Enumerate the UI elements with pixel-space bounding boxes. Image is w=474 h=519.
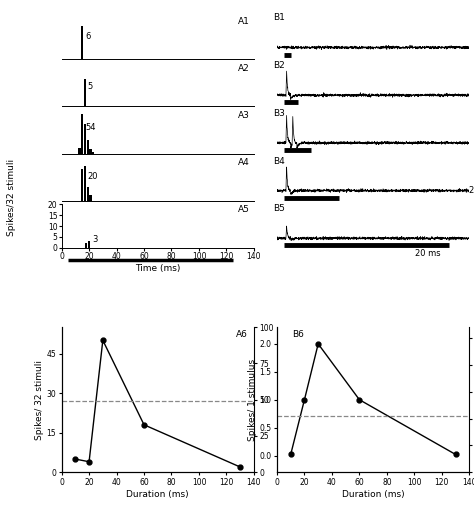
Text: 5: 5 [88, 83, 93, 91]
Bar [92, 152, 94, 154]
Text: B4: B4 [273, 157, 285, 166]
Text: Spikes/32 stimuli: Spikes/32 stimuli [8, 159, 16, 236]
Text: 6: 6 [85, 32, 91, 41]
Text: 20 mV: 20 mV [469, 186, 474, 195]
Text: B1: B1 [273, 13, 285, 22]
Text: 3: 3 [92, 235, 97, 244]
Y-axis label: Percent response: Percent response [277, 361, 286, 439]
X-axis label: Duration (ms): Duration (ms) [342, 489, 404, 499]
Bar [87, 141, 89, 154]
Bar [81, 26, 83, 59]
Bar [81, 169, 83, 201]
X-axis label: Duration (ms): Duration (ms) [127, 489, 189, 499]
Bar [88, 241, 90, 248]
Text: A1: A1 [238, 17, 250, 26]
Text: A2: A2 [238, 64, 250, 73]
Text: A4: A4 [238, 158, 250, 167]
Bar [81, 114, 83, 154]
Text: 54: 54 [85, 123, 95, 132]
X-axis label: Time (ms): Time (ms) [135, 264, 181, 273]
Y-axis label: Spikes/ 32 stimuli: Spikes/ 32 stimuli [35, 360, 44, 440]
Bar [84, 166, 86, 201]
Bar [87, 187, 89, 201]
Text: A5: A5 [238, 206, 250, 214]
Text: B5: B5 [273, 204, 285, 213]
Text: B6: B6 [292, 330, 304, 339]
Bar [78, 148, 81, 154]
Y-axis label: Spikes/ 1 stimulus: Spikes/ 1 stimulus [247, 359, 256, 441]
Text: 20 ms: 20 ms [415, 249, 441, 258]
Text: B3: B3 [273, 109, 285, 118]
Bar [84, 79, 86, 106]
Text: B2: B2 [273, 61, 285, 70]
Text: A3: A3 [238, 111, 250, 120]
Text: A6: A6 [236, 330, 248, 339]
Text: 20: 20 [88, 172, 98, 182]
Bar [84, 125, 86, 154]
Bar [85, 243, 87, 248]
Bar [90, 149, 91, 154]
Bar [90, 196, 91, 201]
